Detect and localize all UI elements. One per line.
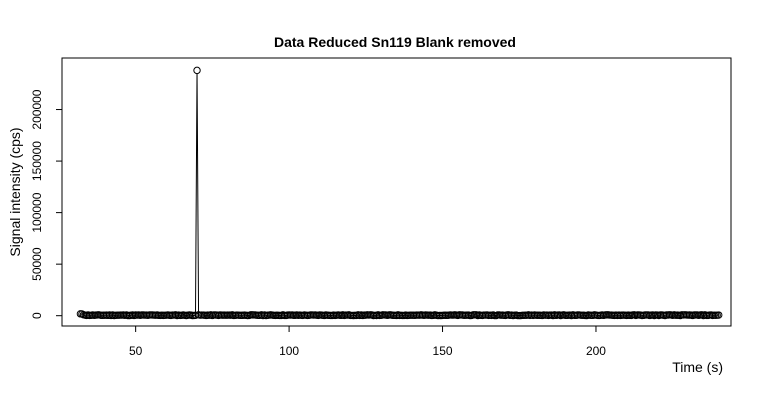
chart-title: Data Reduced Sn119 Blank removed — [274, 34, 516, 50]
x-axis: 50 100 150 200 — [129, 325, 606, 358]
plot-frame — [61, 57, 732, 327]
y-axis: 0 50000 100000 150000 200000 — [30, 89, 63, 319]
data-point — [715, 311, 723, 319]
x-axis-label: Time (s) — [672, 359, 723, 375]
x-tick-label: 50 — [129, 344, 143, 358]
spike-point — [193, 66, 201, 75]
y-tick-label: 150000 — [30, 141, 44, 181]
data-points — [76, 66, 723, 320]
series-line — [80, 70, 719, 317]
x-tick-label: 150 — [433, 344, 453, 358]
y-tick-label: 200000 — [30, 89, 44, 129]
x-tick-label: 200 — [586, 344, 606, 358]
y-tick-label: 0 — [30, 312, 44, 319]
x-tick-label: 100 — [279, 344, 299, 358]
y-tick-label: 50000 — [30, 247, 44, 281]
y-axis-label: Signal intensity (cps) — [7, 127, 23, 256]
y-tick-label: 100000 — [30, 192, 44, 232]
